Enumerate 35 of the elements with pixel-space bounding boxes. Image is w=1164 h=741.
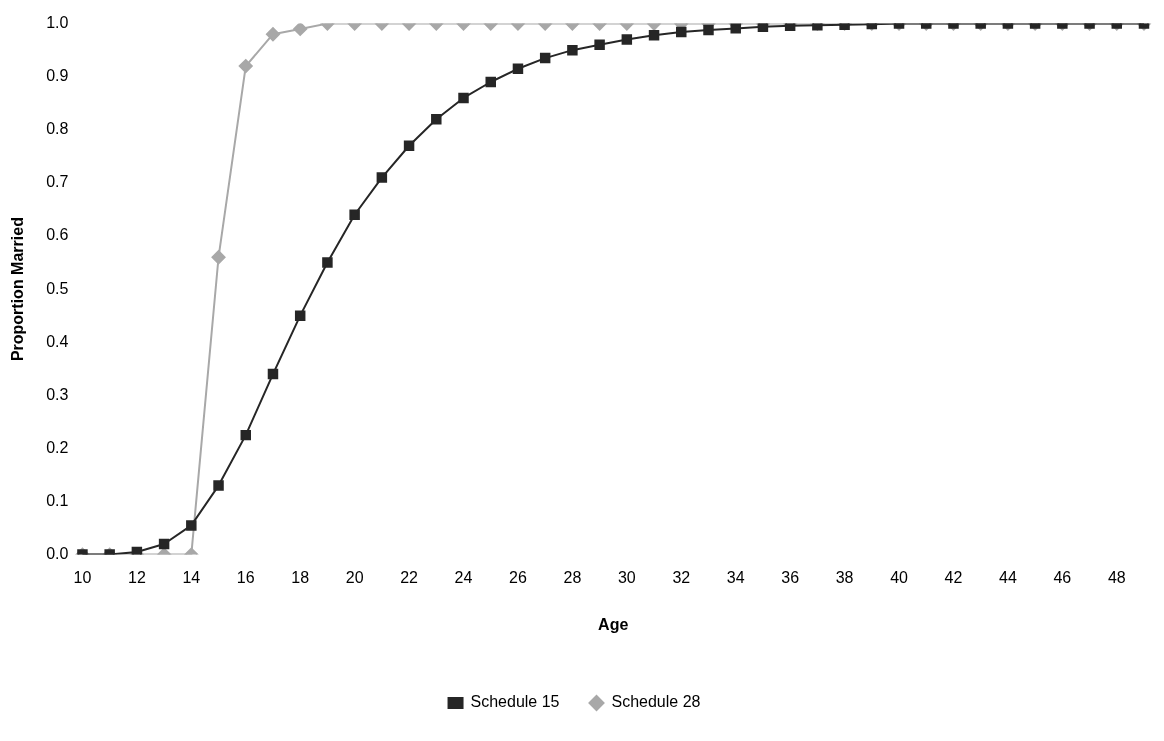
x-tick-label: 32: [672, 568, 691, 586]
x-tick-label: 30: [617, 568, 636, 586]
x-tick-label: 10: [73, 568, 92, 586]
x-tick-label: 28: [563, 568, 582, 586]
x-tick-label: 26: [509, 568, 527, 586]
y-axis-title: Proportion Married: [9, 217, 27, 362]
x-axis-title: Age: [598, 615, 629, 633]
x-tick-label: 40: [890, 568, 909, 586]
y-tick-label: 0.4: [46, 332, 69, 350]
y-tick-label: 0.6: [46, 226, 69, 244]
legend-label: Schedule 15: [470, 693, 560, 711]
x-tick-label: 16: [236, 568, 255, 586]
x-tick-label: 38: [835, 568, 854, 586]
y-tick-label: 0.1: [46, 491, 69, 509]
x-tick-label: 12: [127, 568, 146, 586]
x-tick-label: 42: [944, 568, 963, 586]
x-tick-label: 20: [345, 568, 364, 586]
x-tick-label: 48: [1107, 568, 1126, 586]
x-tick-label: 46: [1053, 568, 1072, 586]
y-tick-label: 1.0: [46, 14, 69, 32]
legend-label: Schedule 28: [611, 693, 701, 711]
y-tick-label: 0.9: [46, 67, 69, 85]
y-tick-label: 0.3: [46, 385, 69, 403]
x-tick-label: 14: [182, 568, 201, 586]
y-tick-label: 0.8: [46, 120, 69, 138]
x-tick-label: 24: [454, 568, 473, 586]
x-tick-label: 36: [781, 568, 800, 586]
y-tick-label: 0.2: [46, 438, 69, 456]
y-tick-label: 0.7: [46, 173, 69, 191]
x-tick-label: 22: [400, 568, 419, 586]
y-tick-label: 0.5: [46, 279, 69, 297]
x-tick-label: 44: [999, 568, 1017, 586]
x-tick-label: 18: [291, 568, 310, 586]
y-tick-label: 0.0: [46, 545, 69, 563]
x-tick-label: 34: [726, 568, 745, 586]
